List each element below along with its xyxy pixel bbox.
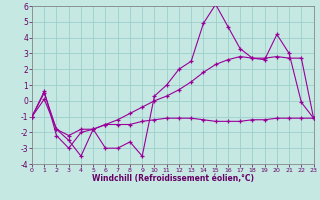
X-axis label: Windchill (Refroidissement éolien,°C): Windchill (Refroidissement éolien,°C) [92, 174, 254, 183]
